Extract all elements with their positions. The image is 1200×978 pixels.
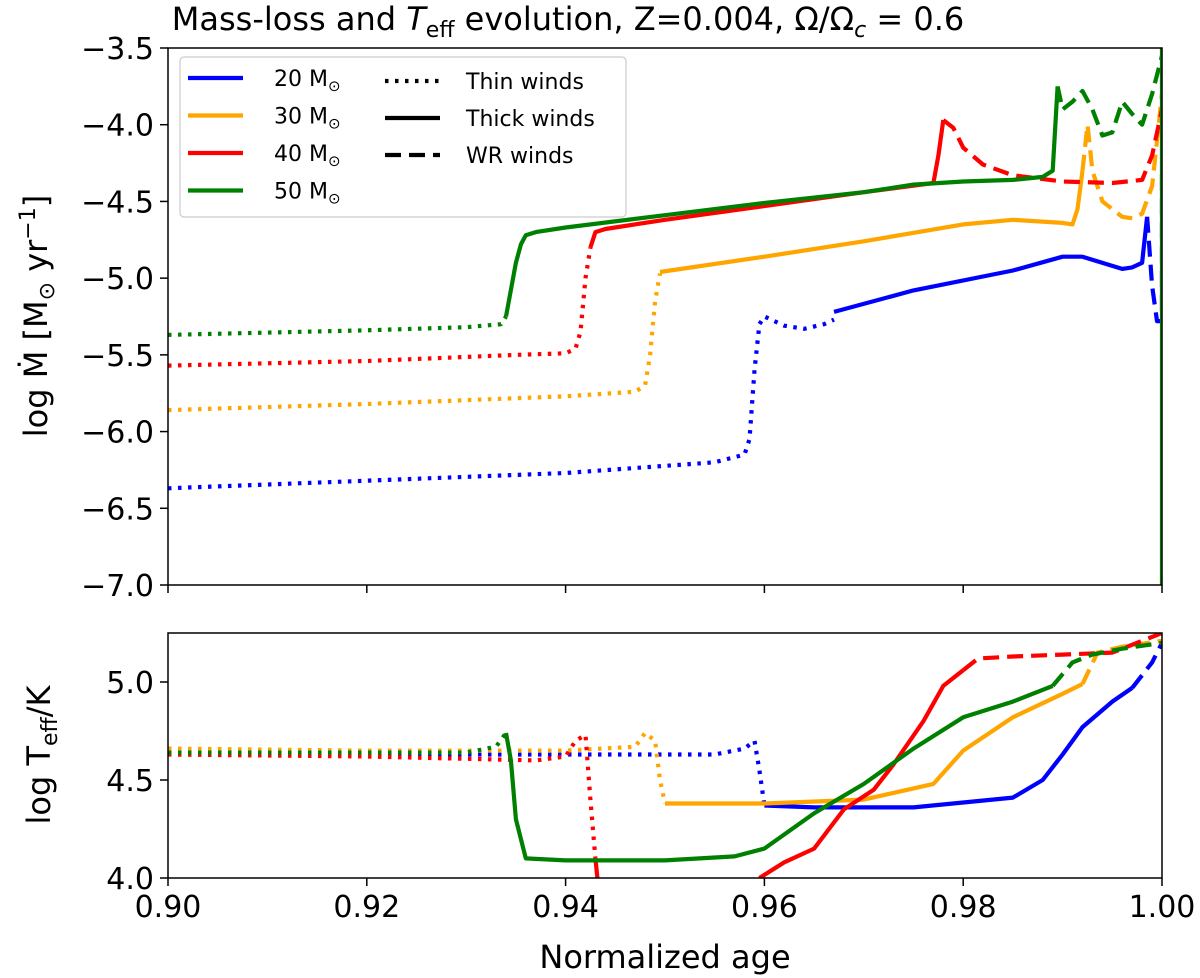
bottom-line-m30-dotted-0 [168, 733, 665, 804]
top-line-m20-dotted-0 [168, 317, 834, 489]
teff-panel: 4.04.55.0 0.90 0.92 0.94 0.96 0.98 1.00 log T… [20, 633, 1195, 976]
top-line-m50-dashed-2 [1058, 56, 1162, 136]
bottom-y-axis-label: log Teff/K [20, 685, 63, 825]
top-line-m20-solid-1 [834, 217, 1147, 312]
top-line-m50-dotted-0 [168, 317, 506, 335]
top-y-tick-label: −6.5 [81, 492, 154, 527]
bottom-y-tick-label: 5.0 [106, 666, 154, 701]
mass-loss-panel: −7.0 −6.5 −6.0 −5.5 −5.0 −4.5 −4.0 −3.5 log Ṁ [… [16, 32, 1162, 604]
bottom-y-ticks: 4.04.55.0 [106, 666, 168, 897]
bottom-line-m20-dashed-2 [1132, 643, 1162, 688]
chart-title: Mass-loss and Teff evolution, Z=0.004, Ω… [172, 0, 964, 43]
top-y-tick-label: −5.5 [81, 339, 154, 374]
top-y-tick-label: −4.5 [81, 185, 154, 220]
bottom-x-ticks: 0.90 0.92 0.94 0.96 0.98 1.00 [135, 878, 1196, 925]
top-line-m30-solid-1 [660, 171, 1083, 272]
bottom-line-m40-dashed-3 [963, 633, 1162, 670]
top-y-tick-label: −3.5 [81, 32, 154, 67]
top-y-tick-label: −7.0 [81, 569, 154, 604]
teff-series [168, 633, 1162, 878]
top-y-tick-label: −4.0 [81, 109, 154, 144]
bottom-x-tick-label: 1.00 [1129, 890, 1196, 925]
bottom-axes-frame [168, 633, 1162, 878]
top-line-m30-dotted-0 [168, 274, 660, 411]
top-line-m40-dotted-0 [168, 248, 590, 366]
legend-style-label-dashed: WR winds [466, 144, 574, 169]
bottom-line-m30-solid-1 [665, 684, 1083, 804]
bottom-line-m20-solid-1 [764, 688, 1132, 808]
top-x-ticks [168, 585, 1162, 593]
bottom-x-tick-label: 0.90 [135, 890, 202, 925]
legend-style-label-dotted: Thin winds [465, 70, 584, 95]
bottom-line-m40-solid-2 [759, 670, 963, 878]
x-axis-label: Normalized age [539, 938, 790, 976]
top-line-m40-solid-1 [590, 120, 943, 247]
bottom-line-m50-solid-1 [506, 686, 1053, 861]
bottom-line-m20-dotted-0 [168, 741, 764, 806]
bottom-x-tick-label: 0.96 [731, 890, 798, 925]
bottom-x-tick-label: 0.98 [930, 890, 997, 925]
top-y-tick-label: −6.0 [81, 416, 154, 451]
top-y-axis-label: log Ṁ [M⊙ yr−1] [16, 195, 60, 437]
top-y-tick-label: −5.0 [81, 262, 154, 297]
bottom-x-tick-label: 0.94 [532, 890, 599, 925]
legend-style-label-solid: Thick winds [465, 107, 595, 132]
figure: Mass-loss and Teff evolution, Z=0.004, Ω… [0, 0, 1200, 978]
bottom-line-m50-dashed-2 [1053, 643, 1162, 686]
bottom-y-tick-label: 4.5 [106, 764, 154, 799]
top-y-ticks: −7.0 −6.5 −6.0 −5.5 −5.0 −4.5 −4.0 −3.5 [81, 32, 168, 604]
bottom-x-tick-label: 0.92 [333, 890, 400, 925]
